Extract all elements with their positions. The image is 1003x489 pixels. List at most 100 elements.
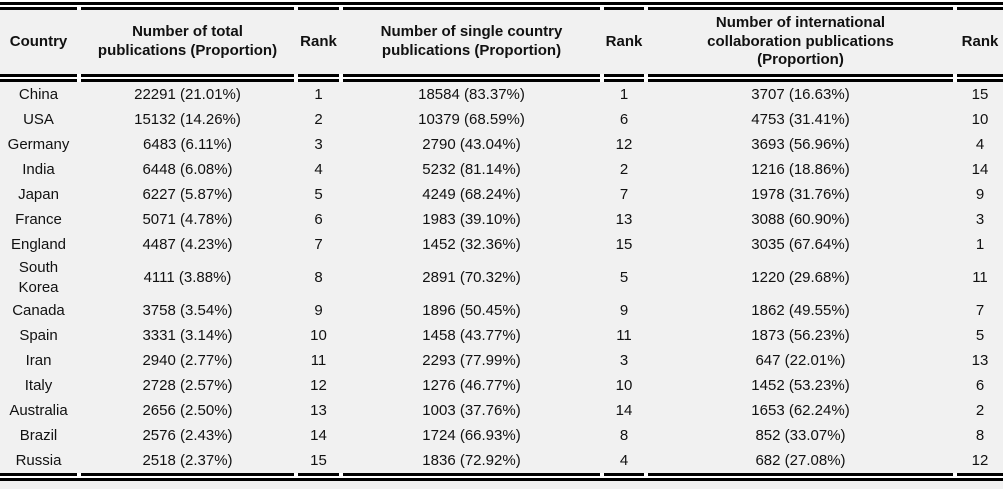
cell-text: 3 <box>619 351 629 369</box>
single-country-publications-cell: 2891 (70.32%) <box>343 257 600 298</box>
country-cell: India <box>0 157 77 182</box>
cell-text: 2940 (2.77%) <box>142 351 233 369</box>
rule-segment <box>0 473 77 476</box>
single-country-publications-cell: 4249 (68.24%) <box>343 182 600 207</box>
single-country-publications-cell: 10379 (68.59%) <box>343 107 600 132</box>
col-header-total-publications: Number of total publications (Proportion… <box>81 10 294 74</box>
country-cell: Germany <box>0 132 77 157</box>
international-collaboration-publications-cell: 4753 (31.41%) <box>648 107 953 132</box>
rank-single-cell: 8 <box>604 423 644 448</box>
single-country-publications-cell: 2790 (43.04%) <box>343 132 600 157</box>
international-collaboration-publications-cell: 3693 (56.96%) <box>648 132 953 157</box>
rank-single-cell: 14 <box>604 398 644 423</box>
international-collaboration-publications-cell: 852 (33.07%) <box>648 423 953 448</box>
cell-text: 10379 (68.59%) <box>418 110 525 128</box>
cell-text: 6 <box>619 110 629 128</box>
cell-text: USA <box>23 110 54 128</box>
cell-text: 1216 (18.86%) <box>751 160 850 178</box>
rank-single-cell: 4 <box>604 448 644 473</box>
international-collaboration-publications-cell: 1862 (49.55%) <box>648 298 953 323</box>
cell-text: 4111 (3.88%) <box>143 268 232 286</box>
cell-text: 15132 (14.26%) <box>134 110 241 128</box>
rank-total-cell: 13 <box>298 398 339 423</box>
rank-total-cell: 14 <box>298 423 339 448</box>
cell-text: 7 <box>314 235 323 253</box>
table-row: Australia 2656 (2.50%) 13 1003 (37.76%) 14 16… <box>0 398 1003 423</box>
country-cell: Canada <box>0 298 77 323</box>
cell-text: Canada <box>12 301 65 319</box>
top-outer-rule <box>0 2 1003 5</box>
cell-text: 14 <box>971 160 989 178</box>
cell-text: 2891 (70.32%) <box>422 268 521 286</box>
table-header-row: Country Number of total publications (Pr… <box>0 10 1003 74</box>
table-row: Spain 3331 (3.14%) 10 1458 (43.77%) 11 1873 (… <box>0 323 1003 348</box>
cell-text: 2 <box>975 401 985 419</box>
rank-single-cell: 3 <box>604 348 644 373</box>
rank-single-cell: 10 <box>604 373 644 398</box>
country-cell: England <box>0 232 77 257</box>
cell-text: England <box>10 235 67 253</box>
total-publications-cell: 6483 (6.11%) <box>81 132 294 157</box>
col-header-international-collaboration-publications: Number of international collaboration pu… <box>648 10 953 74</box>
col-header-label: Number of international collaboration pu… <box>707 13 894 69</box>
cell-text: 7 <box>975 301 985 319</box>
international-collaboration-publications-cell: 1653 (62.24%) <box>648 398 953 423</box>
rank-total-cell: 2 <box>298 107 339 132</box>
total-publications-cell: 4111 (3.88%) <box>81 257 294 298</box>
single-country-publications-cell: 1003 (37.76%) <box>343 398 600 423</box>
cell-text: 5071 (4.78%) <box>142 210 233 228</box>
cell-text: 1653 (62.24%) <box>751 401 850 419</box>
cell-text: 14 <box>615 401 633 419</box>
cell-text: 2 <box>314 110 323 128</box>
international-collaboration-publications-cell: 1216 (18.86%) <box>648 157 953 182</box>
cell-text: 2293 (77.99%) <box>422 351 521 369</box>
rank-single-cell: 15 <box>604 232 644 257</box>
cell-text: 8 <box>314 268 323 286</box>
rule-segment <box>604 473 644 476</box>
rule-segment <box>957 74 1003 77</box>
cell-text: 4 <box>975 135 985 153</box>
rule-segment <box>81 473 294 476</box>
international-collaboration-publications-cell: 682 (27.08%) <box>648 448 953 473</box>
col-header-rank-international: Rank <box>957 10 1003 74</box>
table-row: Iran 2940 (2.77%) 11 2293 (77.99%) 3 647 (22.… <box>0 348 1003 373</box>
rank-single-cell: 7 <box>604 182 644 207</box>
rank-single-cell: 12 <box>604 132 644 157</box>
header-separator-rule-upper <box>0 74 1003 77</box>
cell-text: 10 <box>310 326 327 344</box>
cell-text: 5 <box>619 268 629 286</box>
rank-international-cell: 10 <box>957 107 1003 132</box>
cell-text: Japan <box>18 185 59 203</box>
col-header-label: Country <box>9 32 68 50</box>
cell-text: 4487 (4.23%) <box>142 235 233 253</box>
rank-total-cell: 11 <box>298 348 339 373</box>
cell-text: India <box>22 160 55 178</box>
col-header-rank-total: Rank <box>298 10 339 74</box>
table-row: Japan 6227 (5.87%) 5 4249 (68.24%) 7 1978 (31… <box>0 182 1003 207</box>
cell-text: 22291 (21.01%) <box>134 85 241 103</box>
cell-text: Germany <box>7 135 70 153</box>
col-header-single-country-publications: Number of single country publications (P… <box>343 10 600 74</box>
rank-single-cell: 1 <box>604 82 644 107</box>
cell-text: 9 <box>314 301 323 319</box>
rank-total-cell: 8 <box>298 257 339 298</box>
cell-text: 1452 (32.36%) <box>422 235 521 253</box>
cell-text: 12 <box>615 135 633 153</box>
total-publications-cell: 6448 (6.08%) <box>81 157 294 182</box>
rank-total-cell: 5 <box>298 182 339 207</box>
col-header-label: Number of total publications (Proportion… <box>97 23 278 59</box>
top-inner-rule <box>0 7 1003 10</box>
country-cell: Australia <box>0 398 77 423</box>
cell-text: China <box>18 85 59 103</box>
cell-text: 1983 (39.10%) <box>422 210 521 228</box>
rule-segment <box>343 79 600 82</box>
rule-segment <box>81 7 294 10</box>
total-publications-cell: 15132 (14.26%) <box>81 107 294 132</box>
cell-text: 1 <box>619 85 629 103</box>
rule-gap <box>0 5 1003 7</box>
cell-text: 1862 (49.55%) <box>751 301 850 319</box>
cell-text: Iran <box>25 351 52 369</box>
cell-text: 1003 (37.76%) <box>422 401 521 419</box>
cell-text: 2 <box>619 160 629 178</box>
